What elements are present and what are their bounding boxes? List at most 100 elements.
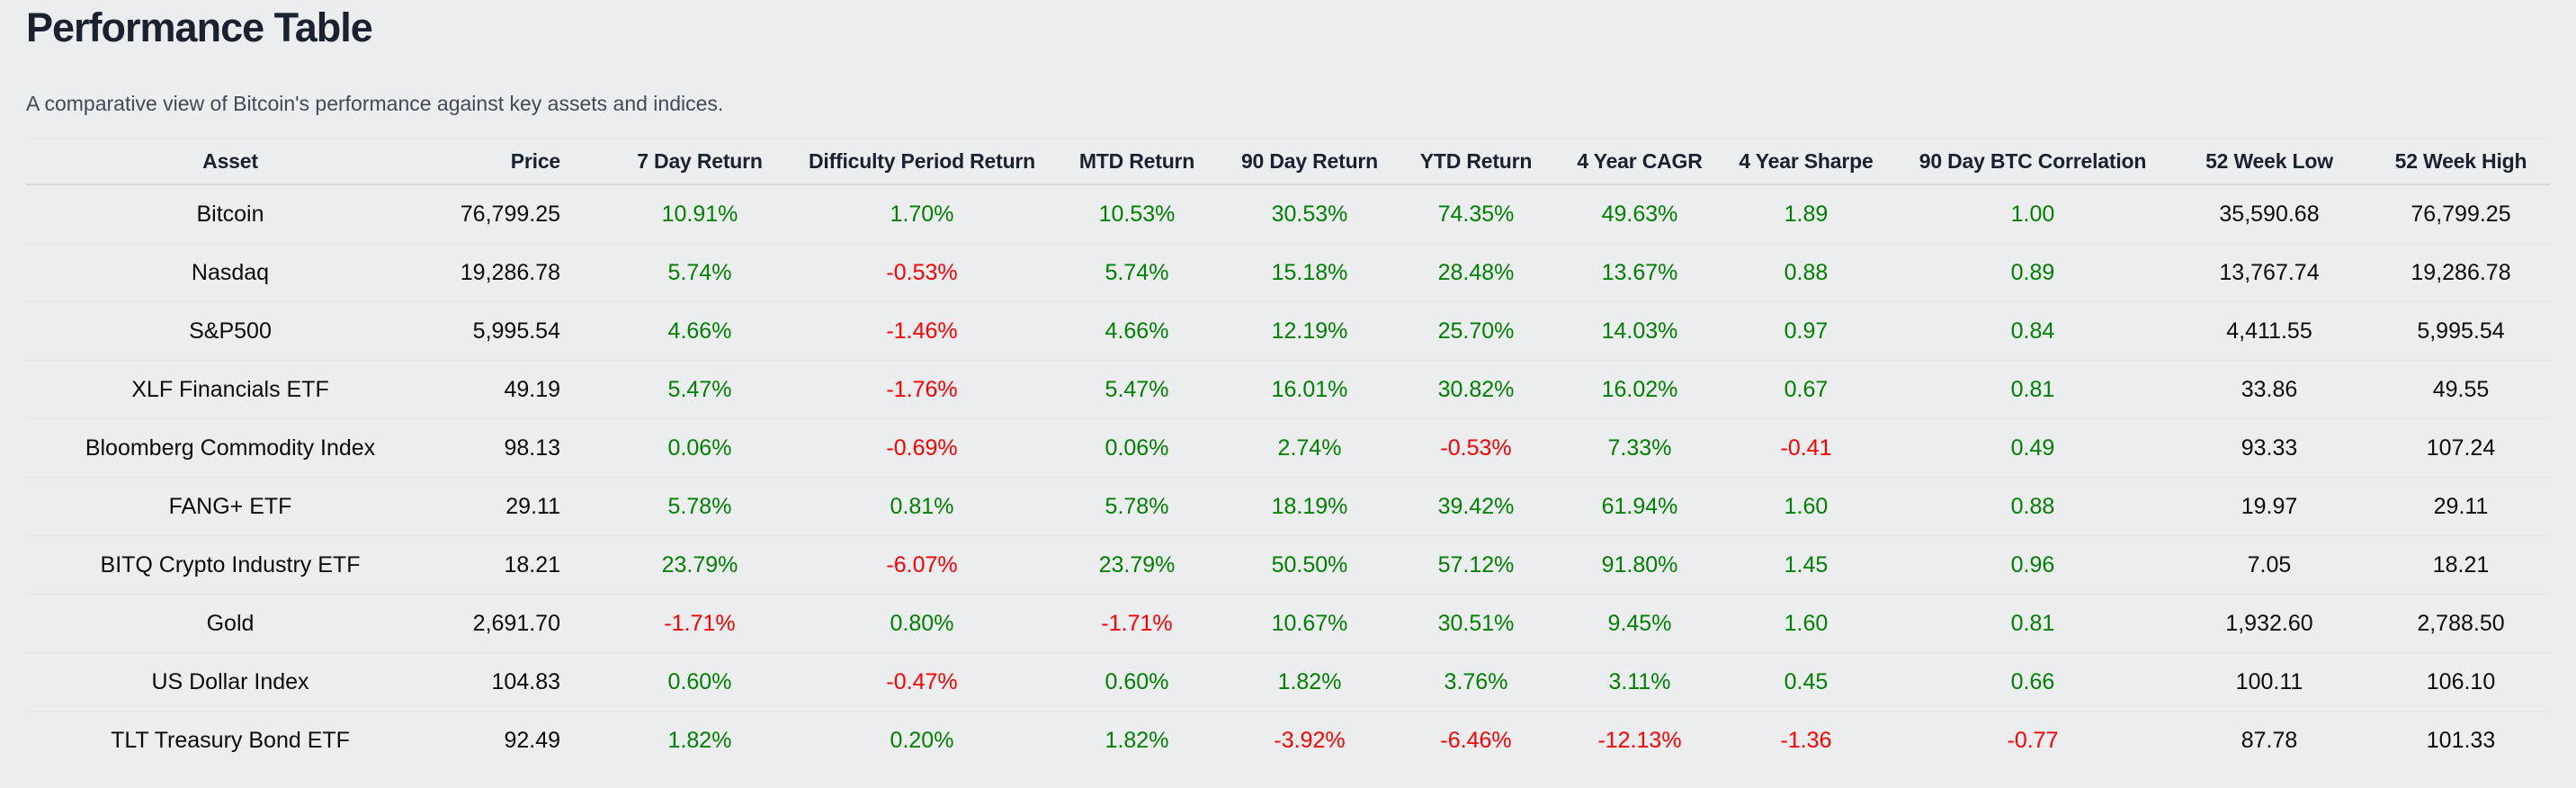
btc-correlation-cell: 0.81 (1899, 360, 2167, 419)
table-row: US Dollar Index 104.83 0.60% -0.47% 0.60… (26, 652, 2550, 712)
cagr-cell: -12.13% (1566, 711, 1713, 769)
btc-correlation-cell: 0.88 (1899, 477, 2167, 536)
price-cell: 49.19 (434, 360, 596, 419)
week52-low-cell: 35,590.68 (2219, 201, 2320, 227)
column-header-52w-low: 52 Week Low (2167, 139, 2372, 185)
return-7d-cell: 0.06% (596, 418, 803, 478)
return-90d-cell: 16.01% (1233, 360, 1386, 419)
cagr-cell: 3.11% (1566, 652, 1713, 712)
return-7d-cell: 4.66% (596, 301, 803, 361)
cagr-cell: 49.63% (1601, 201, 1678, 227)
return-7d-cell: -1.71% (596, 594, 803, 653)
week52-low-cell: 19.97 (2167, 477, 2372, 536)
return-90d-cell: 2.74% (1233, 418, 1386, 478)
sharpe-cell: 1.45 (1713, 535, 1899, 595)
week52-low-cell: 1,932.60 (2167, 594, 2372, 653)
column-header-asset: Asset (26, 139, 434, 185)
week52-high-cell: 49.55 (2372, 360, 2550, 419)
price-cell: 98.13 (434, 418, 596, 478)
btc-correlation-cell: 0.81 (1899, 594, 2167, 653)
table-header-row: Asset Price 7 Day Return Difficulty Peri… (26, 139, 2550, 185)
price-cell: 2,691.70 (434, 594, 596, 653)
return-difficulty-cell: -0.53% (803, 243, 1041, 302)
week52-low-cell: 7.05 (2167, 535, 2372, 595)
return-90d-cell: 1.82% (1233, 652, 1386, 712)
cagr-cell: 7.33% (1566, 418, 1713, 478)
asset-cell: Bitcoin (196, 201, 264, 227)
btc-correlation-cell: 0.84 (1899, 301, 2167, 361)
column-header-90d-return: 90 Day Return (1233, 139, 1386, 185)
price-cell: 104.83 (434, 652, 596, 712)
cagr-cell: 16.02% (1566, 360, 1713, 419)
week52-high-cell: 19,286.78 (2372, 243, 2550, 302)
column-header-52w-high: 52 Week High (2372, 139, 2550, 185)
return-mtd-cell: 5.78% (1041, 477, 1233, 536)
return-7d-cell: 5.47% (596, 360, 803, 419)
cagr-cell: 61.94% (1566, 477, 1713, 536)
return-mtd-cell: 0.60% (1041, 652, 1233, 712)
return-90d-cell: 30.53% (1271, 201, 1348, 227)
return-90d-cell: 50.50% (1233, 535, 1386, 595)
btc-correlation-cell: 1.00 (2010, 201, 2055, 227)
return-90d-cell: 18.19% (1233, 477, 1386, 536)
price-cell: 18.21 (434, 535, 596, 595)
btc-correlation-cell: -0.77 (1899, 711, 2167, 769)
return-ytd-cell: 57.12% (1386, 535, 1566, 595)
return-mtd-cell: 0.06% (1041, 418, 1233, 478)
page-subtitle: A comparative view of Bitcoin's performa… (26, 92, 724, 115)
return-ytd-cell: 3.76% (1386, 652, 1566, 712)
return-difficulty-cell: -0.47% (803, 652, 1041, 712)
week52-high-cell: 29.11 (2372, 477, 2550, 536)
return-mtd-cell: 10.53% (1098, 201, 1176, 227)
table-row: TLT Treasury Bond ETF 92.49 1.82% 0.20% … (26, 711, 2550, 769)
week52-high-cell: 5,995.54 (2372, 301, 2550, 361)
column-header-difficulty-return: Difficulty Period Return (803, 139, 1041, 185)
return-mtd-cell: 5.47% (1041, 360, 1233, 419)
column-header-mtd-return: MTD Return (1041, 139, 1233, 185)
return-mtd-cell: 5.74% (1041, 243, 1233, 302)
asset-cell: Bloomberg Commodity Index (26, 418, 434, 478)
return-90d-cell: 10.67% (1233, 594, 1386, 653)
sharpe-cell: 1.60 (1713, 594, 1899, 653)
btc-correlation-cell: 0.89 (1899, 243, 2167, 302)
week52-low-cell: 13,767.74 (2167, 243, 2372, 302)
sharpe-cell: 1.60 (1713, 477, 1899, 536)
cagr-cell: 9.45% (1566, 594, 1713, 653)
performance-page: Performance Table A comparative view of … (26, 4, 2550, 769)
week52-low-cell: 87.78 (2167, 711, 2372, 769)
table-row: Bloomberg Commodity Index 98.13 0.06% -0… (26, 418, 2550, 478)
column-header-ytd-return: YTD Return (1386, 139, 1566, 185)
return-difficulty-cell: 0.20% (803, 711, 1041, 769)
asset-cell: Gold (26, 594, 434, 653)
return-7d-cell: 1.82% (596, 711, 803, 769)
return-ytd-cell: 28.48% (1386, 243, 1566, 302)
return-90d-cell: 12.19% (1233, 301, 1386, 361)
return-7d-cell: 5.78% (596, 477, 803, 536)
price-cell: 19,286.78 (434, 243, 596, 302)
cagr-cell: 91.80% (1566, 535, 1713, 595)
return-difficulty-cell: 1.70% (890, 201, 954, 227)
return-difficulty-cell: -6.07% (803, 535, 1041, 595)
week52-low-cell: 33.86 (2167, 360, 2372, 419)
price-cell: 29.11 (434, 477, 596, 536)
week52-high-cell: 106.10 (2372, 652, 2550, 712)
sharpe-cell: -0.41 (1713, 418, 1899, 478)
table-row: Nasdaq 19,286.78 5.74% -0.53% 5.74% 15.1… (26, 243, 2550, 302)
sharpe-cell: 0.67 (1713, 360, 1899, 419)
return-7d-cell: 5.74% (596, 243, 803, 302)
asset-cell: US Dollar Index (26, 652, 434, 712)
return-ytd-cell: 74.35% (1437, 201, 1515, 227)
price-cell: 76,799.25 (460, 201, 560, 227)
return-7d-cell: 0.60% (596, 652, 803, 712)
cagr-cell: 13.67% (1566, 243, 1713, 302)
table-row: BITQ Crypto Industry ETF 18.21 23.79% -6… (26, 535, 2550, 595)
asset-cell: S&P500 (26, 301, 434, 361)
week52-high-cell: 2,788.50 (2372, 594, 2550, 653)
asset-cell: TLT Treasury Bond ETF (26, 711, 434, 769)
return-difficulty-cell: 0.80% (803, 594, 1041, 653)
price-cell: 92.49 (434, 711, 596, 769)
return-7d-cell: 10.91% (661, 201, 738, 227)
column-header-7d-return: 7 Day Return (596, 139, 803, 185)
btc-correlation-cell: 0.96 (1899, 535, 2167, 595)
table-row: XLF Financials ETF 49.19 5.47% -1.76% 5.… (26, 360, 2550, 419)
